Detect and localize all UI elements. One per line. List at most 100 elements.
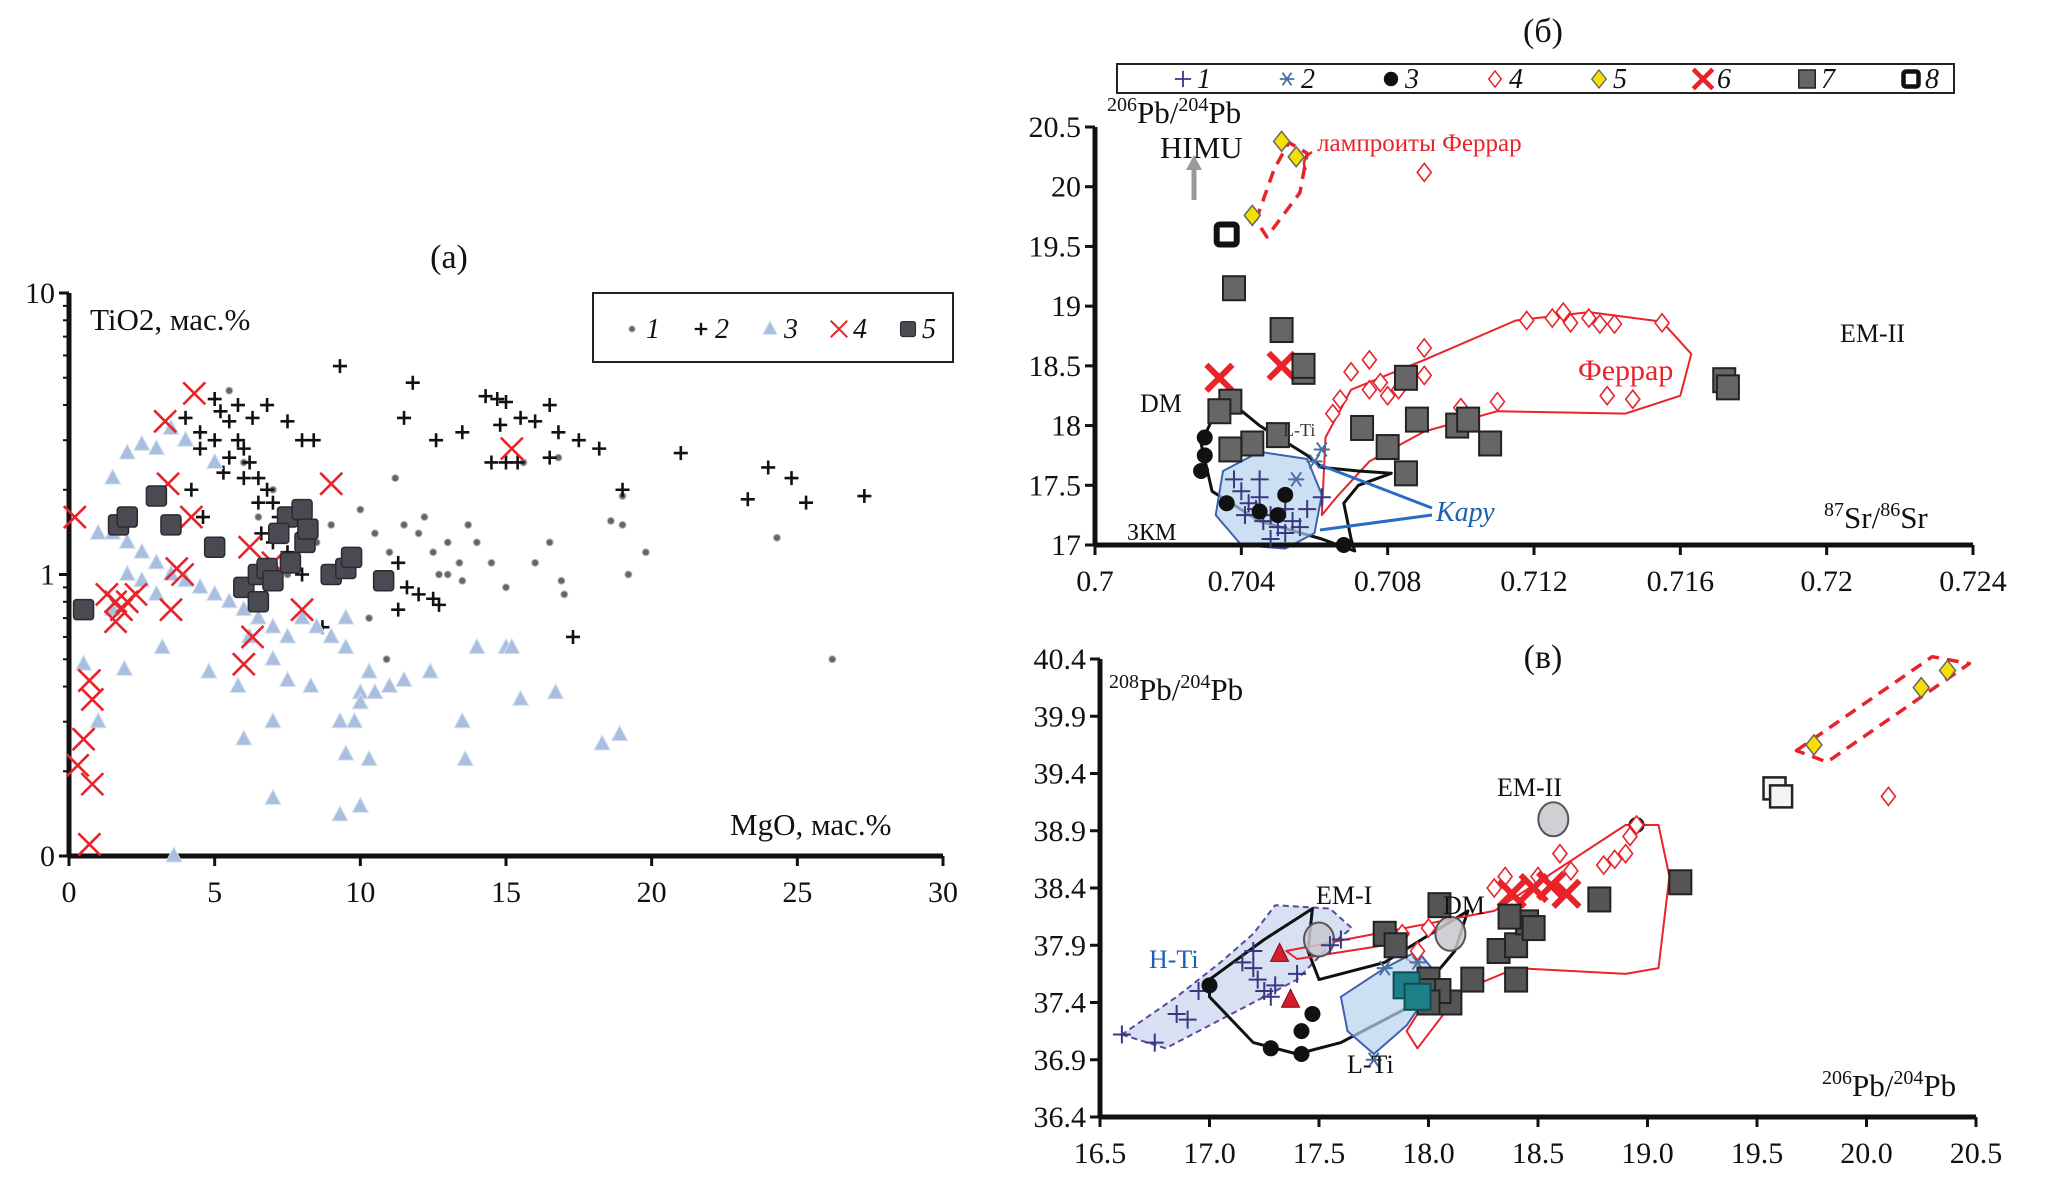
circle — [1193, 462, 1210, 479]
triangle — [118, 532, 137, 549]
data-point — [1606, 313, 1623, 335]
plus — [1261, 530, 1280, 549]
data-point — [1350, 414, 1375, 441]
dot — [391, 474, 400, 483]
legend-marker-5 — [1590, 68, 1608, 90]
data-point — [1544, 307, 1561, 329]
plus — [184, 482, 199, 497]
dot — [385, 548, 394, 557]
data-point — [1912, 676, 1931, 699]
data-point — [429, 433, 444, 448]
x — [319, 471, 344, 496]
plus — [673, 446, 688, 461]
series-6 — [1496, 870, 1582, 909]
plus — [1276, 524, 1295, 543]
data-point — [322, 626, 341, 644]
data-point — [1456, 406, 1481, 433]
karoo-pointers — [1319, 463, 1433, 532]
square — [72, 598, 95, 621]
triangle — [278, 626, 297, 644]
data-point — [1288, 471, 1305, 487]
data-point — [405, 375, 420, 390]
data-point — [89, 711, 107, 729]
triangle — [176, 430, 195, 447]
data-point — [251, 495, 266, 510]
plus — [799, 495, 814, 510]
dot — [365, 614, 374, 623]
y-tick-label: 1 — [40, 559, 55, 592]
data-point — [264, 617, 282, 634]
data-point — [280, 414, 295, 429]
data-point — [1218, 436, 1243, 463]
data-point — [1312, 488, 1331, 507]
field-layer — [1199, 140, 1693, 553]
y-tick-label: 36.4 — [1034, 1101, 1087, 1134]
legend-marker-8 — [1901, 69, 1921, 89]
y-tick-label: 20.5 — [1029, 111, 1082, 144]
data-point — [262, 570, 284, 592]
data-point — [513, 410, 528, 425]
data-point — [1880, 786, 1897, 807]
data-point — [391, 555, 406, 570]
triangle — [345, 711, 364, 729]
square — [297, 518, 319, 540]
x — [77, 832, 102, 857]
data-point — [673, 446, 688, 461]
triangle — [200, 662, 218, 679]
dot — [420, 513, 429, 522]
data-point — [291, 498, 313, 521]
diamond — [1562, 860, 1579, 882]
diamond — [1938, 659, 1957, 682]
square — [247, 591, 270, 613]
legend-label: 6 — [1717, 64, 1731, 95]
plus — [513, 410, 528, 425]
x-tick-label: 30 — [928, 876, 958, 909]
data-point — [502, 637, 521, 655]
y-tick-label: 39.9 — [1034, 700, 1087, 733]
y-tick-label: 17 — [1051, 529, 1081, 562]
data-point — [203, 536, 226, 558]
square — [1521, 915, 1546, 942]
plus — [236, 471, 251, 486]
legend-marker-6 — [1691, 67, 1715, 91]
data-point — [327, 520, 336, 529]
data-point — [1938, 659, 1957, 682]
data-point — [1213, 221, 1240, 248]
legend-entries: 1 2 3 4 5 6 7 8 — [1174, 64, 1939, 95]
panel-c-xlabel: 206Pb/204Pb — [1822, 1067, 1956, 1103]
square — [1240, 430, 1265, 457]
triangle — [762, 319, 778, 335]
triangle — [278, 670, 297, 688]
data-point — [1167, 1004, 1186, 1023]
asterisk — [1279, 72, 1295, 86]
data-point — [295, 567, 310, 582]
data-point — [301, 676, 320, 694]
square — [1403, 982, 1432, 1011]
circle — [1201, 977, 1218, 994]
data-point — [799, 495, 814, 510]
x-tick-label: 19.0 — [1621, 1137, 1674, 1170]
data-point — [1262, 1040, 1279, 1057]
x-tick-label: 17.0 — [1183, 1137, 1236, 1170]
legend-label: 8 — [1925, 64, 1939, 95]
reservoir-DM — [1434, 915, 1467, 952]
data-point — [249, 608, 268, 625]
series-5 — [1243, 130, 1306, 227]
data-point — [220, 591, 239, 609]
data-point — [1269, 507, 1286, 524]
data-point — [1416, 337, 1433, 359]
data-point — [1393, 460, 1418, 487]
panel-c: (в) 208Pb/204Pb 206Pb/204Pb EM-II EM-I DM H-Ti… — [1034, 639, 2003, 1170]
x — [1691, 67, 1715, 91]
diamond — [1606, 313, 1623, 335]
panel-b-xlabel: 87Sr/86Sr — [1824, 499, 1928, 535]
data-point — [1715, 374, 1740, 401]
x — [182, 381, 207, 406]
data-point — [1277, 486, 1294, 503]
dot — [606, 516, 615, 525]
y-tick-label: 0 — [40, 840, 55, 873]
data-point — [340, 546, 363, 569]
plus — [1244, 959, 1263, 978]
label-dm: DM — [1140, 389, 1182, 418]
